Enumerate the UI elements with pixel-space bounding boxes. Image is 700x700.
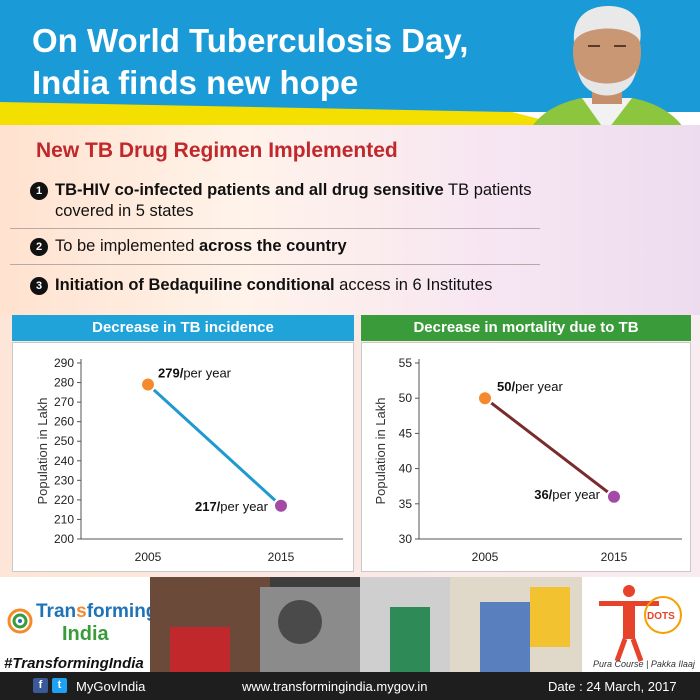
- logo-text-india: India: [62, 623, 109, 645]
- data-point: [140, 376, 156, 393]
- series-line: [146, 383, 283, 507]
- y-tick-label: 50: [399, 391, 413, 405]
- photo-collage: [150, 577, 582, 672]
- incidence-chart: 290 280 270 260 250 240 230 220 210 200 Population…: [35, 356, 343, 564]
- y-tick-label: 260: [54, 415, 74, 429]
- facebook-icon[interactable]: f: [33, 678, 48, 693]
- bullet-2: 2 To be implemented across the country: [30, 236, 545, 257]
- chart-box: 55 50 45 40 35 30 Population in Lakh 2005 2015 50…: [361, 342, 691, 572]
- title-line-1: On World Tuberculosis Day,: [32, 22, 469, 59]
- bullet-1: 1 TB-HIV co-infected patients and all dr…: [30, 180, 545, 222]
- x-tick-label: 2015: [601, 550, 628, 564]
- mortality-chart: 55 50 45 40 35 30 Population in Lakh 2005 2015 50…: [373, 356, 682, 564]
- y-tick-label: 40: [399, 462, 413, 476]
- bullet-text: access in 6 Institutes: [334, 276, 493, 294]
- content-section: New TB Drug Regimen Implemented 1 TB-HIV…: [0, 125, 700, 315]
- y-tick-label: 55: [399, 356, 413, 370]
- bullet-text: To be implemented: [55, 237, 199, 255]
- data-point: [477, 390, 493, 407]
- bullet-bold: TB-HIV co-infected patients and all drug…: [55, 181, 444, 199]
- data-label: 36/per year: [534, 487, 600, 502]
- dots-tagline: Pura Course | Pakka Ilaaj: [593, 659, 696, 669]
- date-label: Date : 24 March, 2017: [548, 679, 677, 694]
- footer: Transforming India #TransformingIndia DO…: [0, 577, 700, 700]
- divider: [10, 264, 540, 265]
- y-axis-label: Population in Lakh: [35, 398, 50, 505]
- bullet-3: 3 Initiation of Bedaquiline conditional …: [30, 275, 545, 296]
- x-tick-label: 2015: [268, 550, 295, 564]
- y-tick-label: 240: [54, 454, 74, 468]
- y-tick-label: 35: [399, 497, 413, 511]
- y-tick-label: 270: [54, 395, 74, 409]
- website-url[interactable]: www.transformingindia.mygov.in: [242, 679, 428, 694]
- y-tick-label: 200: [54, 532, 74, 546]
- chart-panel-mortality: Decrease in mortality due to TB 55 50 45 40…: [361, 315, 691, 572]
- charts-section: Decrease in TB incidence 290 280 270 260 250…: [0, 315, 700, 577]
- y-tick-label: 30: [399, 532, 413, 546]
- x-tick-label: 2005: [472, 550, 499, 564]
- series-line: [484, 397, 615, 498]
- bullet-number: 3: [30, 277, 48, 295]
- footer-bar: f t MyGovIndia www.transformingindia.myg…: [0, 672, 700, 700]
- dots-label: DOTS: [647, 611, 675, 622]
- x-tick-label: 2005: [135, 550, 162, 564]
- y-tick-label: 220: [54, 493, 74, 507]
- y-tick-label: 45: [399, 426, 413, 440]
- y-axis-label: Population in Lakh: [373, 398, 388, 505]
- bullet-bold: Initiation of Bedaquiline conditional: [55, 276, 335, 294]
- yellow-band: [0, 102, 700, 168]
- y-tick-label: 280: [54, 376, 74, 390]
- data-label: 50/per year: [497, 379, 563, 394]
- twitter-icon[interactable]: t: [52, 678, 67, 693]
- data-label: 217/per year: [195, 499, 269, 514]
- chart-box: 290 280 270 260 250 240 230 220 210 200 Population…: [12, 342, 354, 572]
- hashtag: #TransformingIndia: [4, 655, 144, 672]
- title-line-2: India finds new hope: [32, 64, 359, 101]
- logo-text-part1: Tran: [36, 601, 77, 622]
- regimen-heading: New TB Drug Regimen Implemented: [36, 139, 398, 162]
- data-label: 279/per year: [158, 366, 232, 381]
- dots-logo: DOTS Pura Course | Pakka Ilaaj: [585, 579, 697, 671]
- bullet-bold: across the country: [199, 237, 347, 255]
- chart-title: Decrease in TB incidence: [12, 315, 354, 341]
- bullet-text: TB patients covered in 5 states: [55, 181, 532, 220]
- y-tick-label: 210: [54, 512, 74, 526]
- logo-text-part2: forming: [86, 601, 158, 622]
- y-tick-label: 290: [54, 356, 74, 370]
- bullet-number: 2: [30, 238, 48, 256]
- social-handle[interactable]: MyGovIndia: [76, 679, 146, 694]
- divider: [10, 228, 540, 229]
- y-tick-label: 230: [54, 473, 74, 487]
- page-title: On World Tuberculosis Day, India finds n…: [32, 20, 512, 104]
- data-point: [606, 488, 622, 505]
- chart-panel-incidence: Decrease in TB incidence 290 280 270 260 250…: [12, 315, 354, 572]
- bullet-number: 1: [30, 182, 48, 200]
- chart-title: Decrease in mortality due to TB: [361, 315, 691, 341]
- transforming-india-logo: Transforming India: [6, 599, 157, 649]
- y-tick-label: 250: [54, 434, 74, 448]
- data-point: [273, 497, 289, 514]
